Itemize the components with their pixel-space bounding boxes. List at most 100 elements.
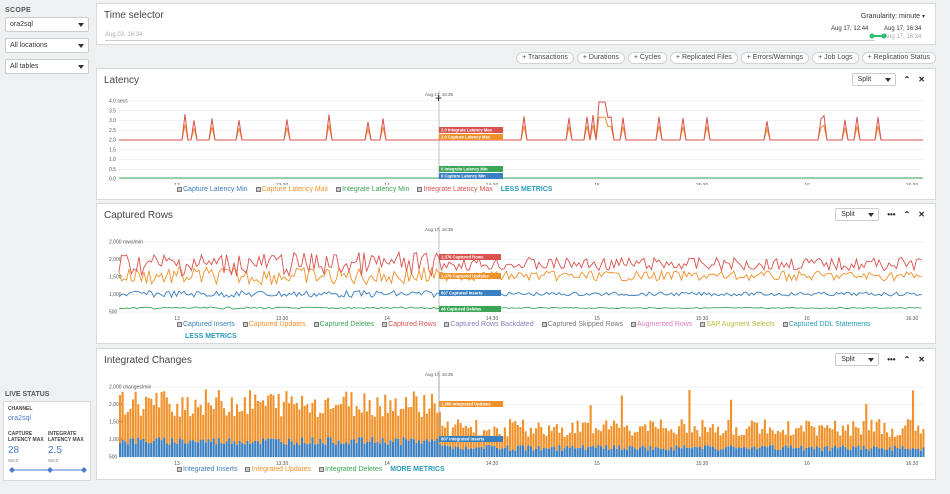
timeline-track[interactable] (105, 40, 875, 41)
close-icon[interactable]: ✕ (918, 355, 925, 364)
tables-select[interactable]: All tables (5, 59, 89, 74)
integrated-inserts-bar (340, 443, 343, 457)
channel-value[interactable]: ora2sql (8, 415, 31, 422)
integrated-inserts-bar (415, 442, 418, 457)
integrated-updates-bar (329, 408, 332, 438)
close-icon[interactable]: ✕ (918, 210, 925, 219)
integrated-updates-bar (860, 434, 863, 450)
integrated-inserts-bar (199, 439, 202, 457)
integrated-updates-bar (675, 434, 678, 446)
integrated-updates-bar (145, 396, 148, 442)
collapse-icon[interactable]: ⌃ (903, 75, 911, 84)
split-select[interactable]: Split (835, 208, 880, 221)
integrated-updates-bar (761, 429, 764, 446)
add-cycles-button[interactable]: + Cycles (627, 52, 667, 64)
add-transactions-button[interactable]: + Transactions (516, 52, 574, 64)
integrated-inserts-bar (332, 442, 335, 457)
latency-chart[interactable]: 4.0 secs 3.5 3.0 2.5 2.0 1.5 1.0 0.5 0.0 13 13:30 1… (97, 89, 935, 185)
integrated-changes-chart[interactable]: 2,000 changes/min 2,000 1,500 1,000 500 13 13:… (97, 369, 935, 465)
caret-down-icon (78, 23, 84, 27)
integrate-latency-max-series (119, 101, 923, 141)
legend-augmented-rows[interactable]: Augmented Rows (631, 321, 692, 328)
locations-select[interactable]: All locations (5, 38, 89, 53)
less-metrics-link[interactable]: LESS METRICS (185, 333, 237, 340)
y-tick-label: 1.0 (109, 157, 116, 163)
integrated-inserts-bar (641, 445, 644, 457)
legend-integrate-latency-min[interactable]: Integrate Latency Min (336, 186, 409, 193)
integrated-updates-bar (732, 434, 735, 447)
integrated-updates-bar (327, 397, 330, 438)
integrated-inserts-bar (828, 450, 831, 457)
integrated-updates-bar (566, 435, 569, 446)
more-icon[interactable]: ••• (887, 355, 896, 364)
integrated-updates-bar (912, 390, 915, 449)
integrated-updates-bar (696, 430, 699, 448)
collapse-icon[interactable]: ⌃ (903, 355, 911, 364)
live-status-slider[interactable] (8, 466, 88, 474)
less-metrics-link[interactable]: LESS METRICS (500, 186, 553, 193)
integrated-updates-bar (792, 434, 795, 449)
integrated-updates-bar (818, 425, 821, 448)
add-replication-status-button[interactable]: + Replication Status (861, 52, 936, 64)
integrated-inserts-bar (610, 448, 613, 457)
granularity-value[interactable]: minute (899, 13, 921, 20)
legend-captured-deletes[interactable]: Captured Deletes (313, 321, 374, 328)
legend-integrated-deletes[interactable]: Integrated Deletes (319, 466, 382, 473)
range-handle[interactable] (869, 32, 887, 40)
legend-capture-latency-min[interactable]: Capture Latency Min (177, 186, 248, 193)
integrated-inserts-bar (545, 448, 548, 457)
checkbox-icon (336, 187, 342, 192)
legend-captured-rows-backdated[interactable]: Captured Rows Backdated (444, 321, 534, 328)
integrated-inserts-bar (420, 443, 423, 457)
integrated-updates-bar (137, 404, 140, 438)
integrated-inserts-bar (306, 444, 309, 457)
integrated-inserts-bar (389, 440, 392, 457)
split-select[interactable]: Split (851, 73, 896, 86)
legend-capture-latency-max[interactable]: Capture Latency Max (255, 186, 328, 193)
integrated-updates-bar (358, 409, 361, 438)
integrated-inserts-bar (717, 450, 720, 457)
channel-select[interactable]: ora2sql (5, 17, 89, 32)
legend-captured-skipped-rows[interactable]: Captured Skipped Rows (541, 321, 623, 328)
integrated-updates-bar (355, 405, 358, 443)
integrated-inserts-bar (631, 446, 634, 457)
y-tick-label: 2,000 changes/min (109, 385, 151, 391)
legend-captured-rows[interactable]: Captured Rows (382, 321, 436, 328)
integrated-updates-bar (376, 397, 379, 442)
more-icon[interactable]: ••• (887, 210, 896, 219)
integrated-updates-bar (368, 400, 371, 442)
latency-controls: Split ⌃ ✕ (851, 73, 925, 86)
more-metrics-link[interactable]: MORE METRICS (390, 466, 445, 473)
integrated-inserts-bar (321, 443, 324, 457)
integrated-inserts-bar (623, 448, 626, 457)
add-replicated-files-button[interactable]: + Replicated Files (669, 52, 738, 64)
legend-sap-augment-selects[interactable]: SAP Augment Selects (700, 321, 775, 328)
integrated-updates-bar (126, 411, 129, 445)
close-icon[interactable]: ✕ (918, 75, 925, 84)
integrated-updates-bar (316, 416, 319, 444)
legend-integrated-inserts[interactable]: Integrated Inserts (177, 466, 237, 473)
legend-captured-inserts[interactable]: Captured Inserts (177, 321, 235, 328)
add-errors-warnings-button[interactable]: + Errors/Warnings (740, 52, 810, 64)
legend-captured-updates[interactable]: Captured Updates (242, 321, 306, 328)
integrated-updates-bar (288, 403, 291, 439)
integrated-inserts-bar (636, 449, 639, 457)
add-durations-button[interactable]: + Durations (576, 52, 625, 64)
add-job-logs-button[interactable]: + Job Logs (812, 52, 859, 64)
integrated-updates-bar (594, 428, 597, 449)
integrated-inserts-bar (719, 449, 722, 457)
collapse-icon[interactable]: ⌃ (903, 210, 911, 219)
split-select[interactable]: Split (835, 353, 880, 366)
integrated-inserts-bar (706, 445, 709, 457)
granularity-control[interactable]: Granularity: minute ▾ (861, 13, 925, 20)
integrated-inserts-bar (438, 444, 441, 457)
captured-rows-chart[interactable]: 2,000 rows/min 2,000 1,500 1,000 500 13 13:30 1… (97, 224, 935, 320)
y-tick-label: 2.0 (109, 138, 116, 144)
legend-integrated-updates[interactable]: Integrated Updates (245, 466, 311, 473)
legend-integrate-latency-max[interactable]: Integrate Latency Max (417, 186, 493, 193)
x-tick-label: 15:30 (696, 316, 709, 320)
integrated-updates-bar (197, 407, 200, 443)
integrated-inserts-bar (256, 441, 259, 457)
integrated-inserts-bar (639, 447, 642, 457)
legend-captured-ddl-statements[interactable]: Captured DDL Statements (782, 321, 871, 328)
